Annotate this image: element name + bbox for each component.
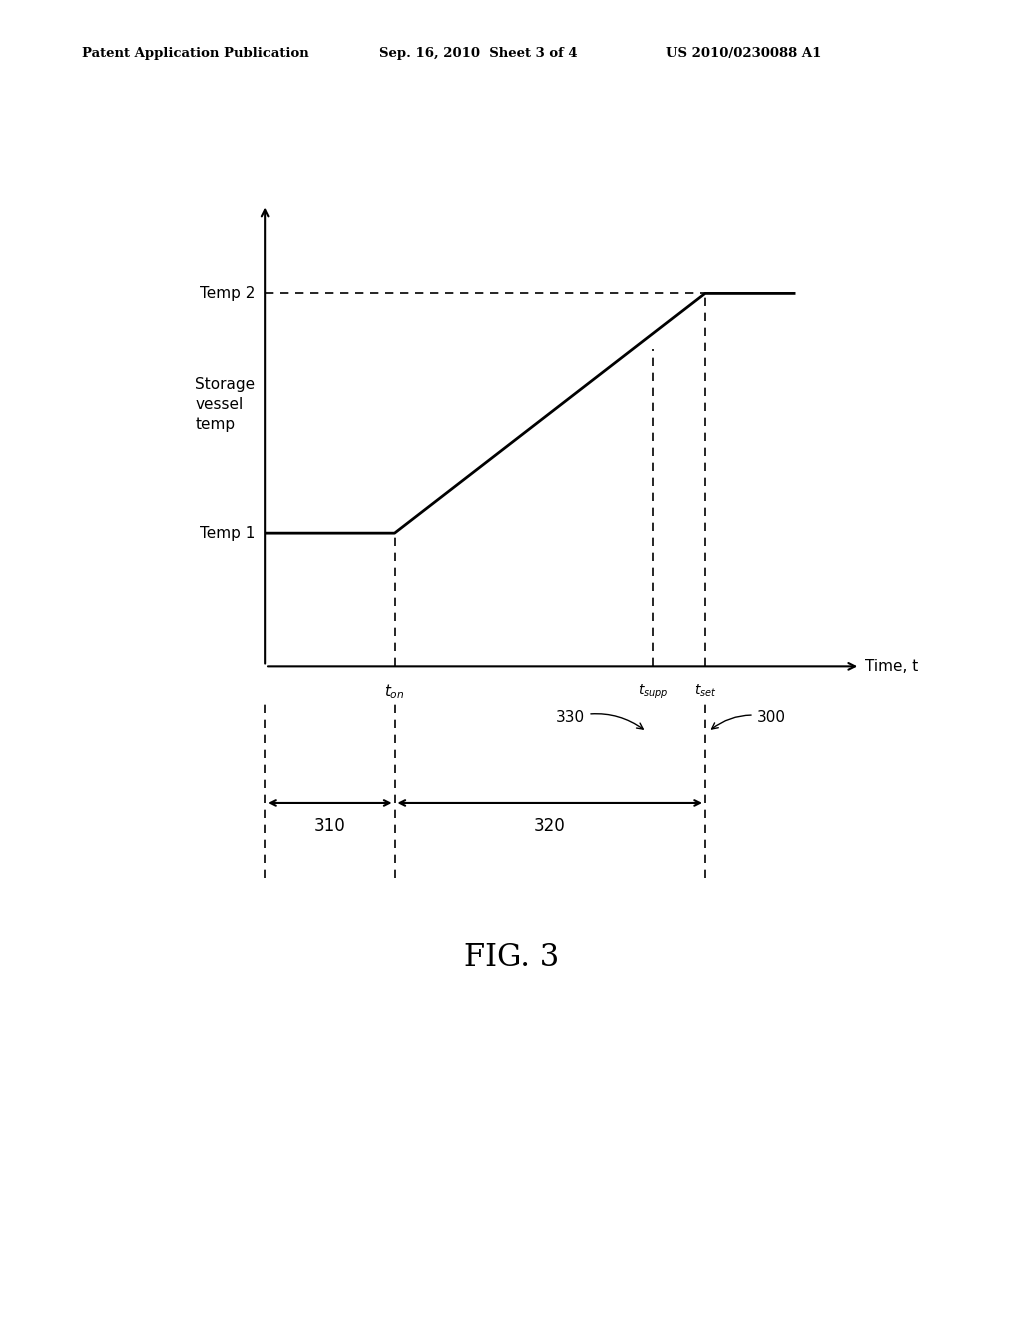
Text: Temp 1: Temp 1 [200,525,255,541]
Text: 300: 300 [712,710,785,729]
Text: US 2010/0230088 A1: US 2010/0230088 A1 [666,46,821,59]
Text: FIG. 3: FIG. 3 [464,941,560,973]
Text: Patent Application Publication: Patent Application Publication [82,46,308,59]
Text: 330: 330 [556,710,643,729]
Text: Sep. 16, 2010  Sheet 3 of 4: Sep. 16, 2010 Sheet 3 of 4 [379,46,578,59]
Text: $t_{supp}$: $t_{supp}$ [638,682,669,701]
Text: 310: 310 [314,817,346,836]
Text: Time, t: Time, t [865,659,919,673]
Text: 320: 320 [534,817,565,836]
Text: Storage
vessel
temp: Storage vessel temp [196,378,255,432]
Text: $t_{set}$: $t_{set}$ [693,682,716,698]
Text: $t_{on}$: $t_{on}$ [384,682,404,701]
Text: Temp 2: Temp 2 [200,286,255,301]
